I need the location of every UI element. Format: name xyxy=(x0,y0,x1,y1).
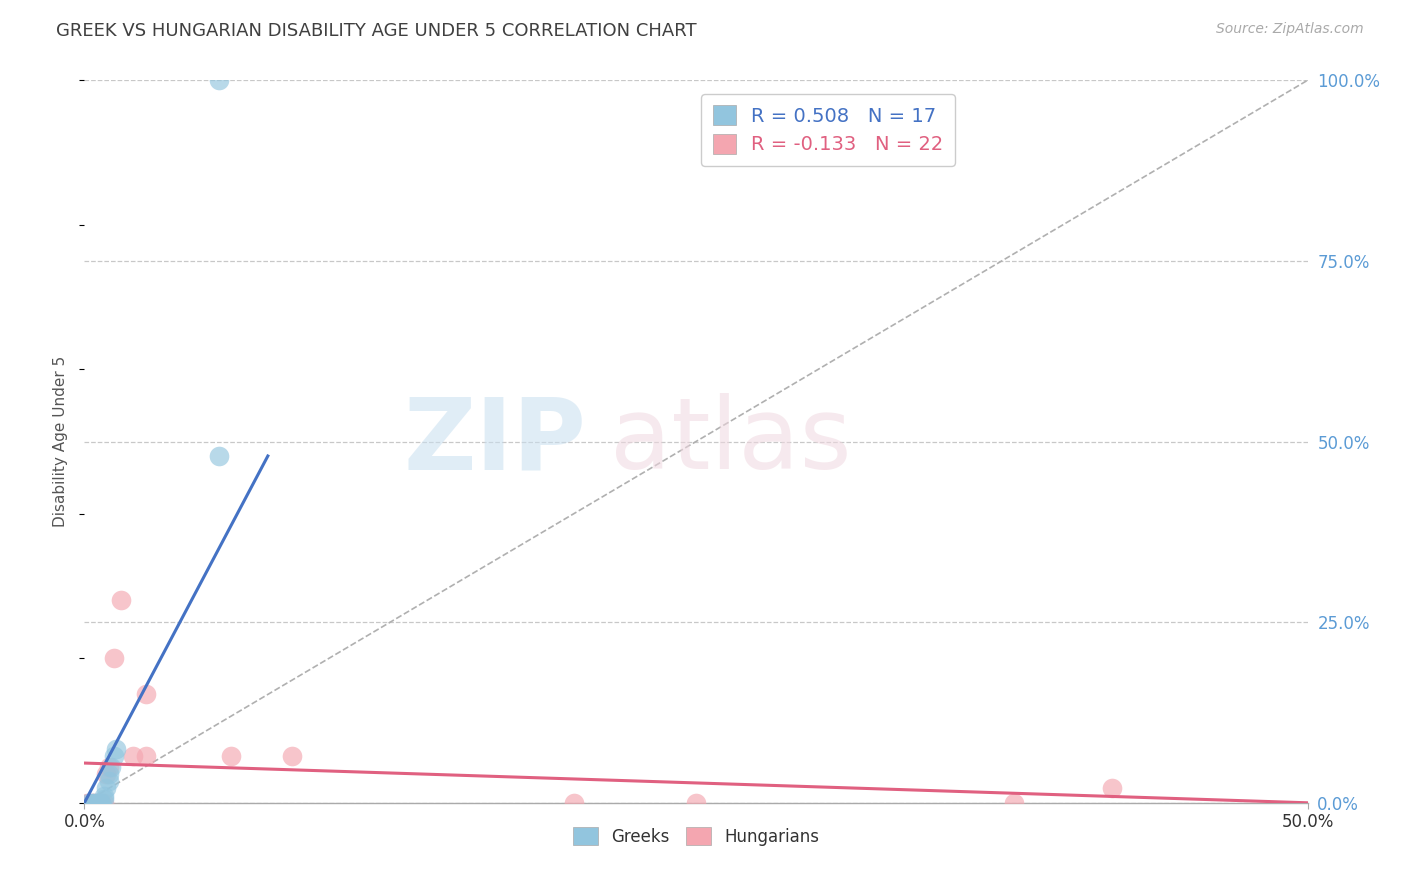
Point xyxy=(87,796,110,810)
Point xyxy=(80,796,103,810)
Point xyxy=(93,792,115,806)
Point xyxy=(97,774,120,789)
Point xyxy=(97,767,120,781)
Point xyxy=(76,796,98,810)
Point xyxy=(83,796,105,810)
Text: atlas: atlas xyxy=(610,393,852,490)
Point xyxy=(281,748,304,763)
Point xyxy=(83,796,105,810)
Point xyxy=(219,748,242,763)
Point xyxy=(110,593,132,607)
Point xyxy=(77,796,100,810)
Point xyxy=(87,796,110,810)
Point xyxy=(90,796,112,810)
Point xyxy=(208,449,231,463)
Text: Source: ZipAtlas.com: Source: ZipAtlas.com xyxy=(1216,22,1364,37)
Point xyxy=(122,748,145,763)
Point xyxy=(93,796,115,810)
Point xyxy=(562,796,585,810)
Point xyxy=(135,687,157,701)
Text: GREEK VS HUNGARIAN DISABILITY AGE UNDER 5 CORRELATION CHART: GREEK VS HUNGARIAN DISABILITY AGE UNDER … xyxy=(56,22,697,40)
Point xyxy=(103,651,125,665)
Point xyxy=(100,760,122,774)
Point xyxy=(1002,796,1025,810)
Point xyxy=(90,796,112,810)
Point xyxy=(93,789,115,803)
Point xyxy=(103,748,125,763)
Point xyxy=(90,796,112,810)
Point xyxy=(86,796,108,810)
Text: ZIP: ZIP xyxy=(404,393,586,490)
Point xyxy=(96,767,118,781)
Point xyxy=(97,760,120,774)
Point xyxy=(90,796,112,810)
Point xyxy=(135,748,157,763)
Point xyxy=(80,796,103,810)
Y-axis label: Disability Age Under 5: Disability Age Under 5 xyxy=(53,356,69,527)
Point xyxy=(86,796,108,810)
Point xyxy=(77,796,100,810)
Point xyxy=(685,796,707,810)
Point xyxy=(1101,781,1123,796)
Legend: Greeks, Hungarians: Greeks, Hungarians xyxy=(567,821,825,852)
Point xyxy=(96,781,118,796)
Point xyxy=(208,73,231,87)
Point xyxy=(105,741,128,756)
